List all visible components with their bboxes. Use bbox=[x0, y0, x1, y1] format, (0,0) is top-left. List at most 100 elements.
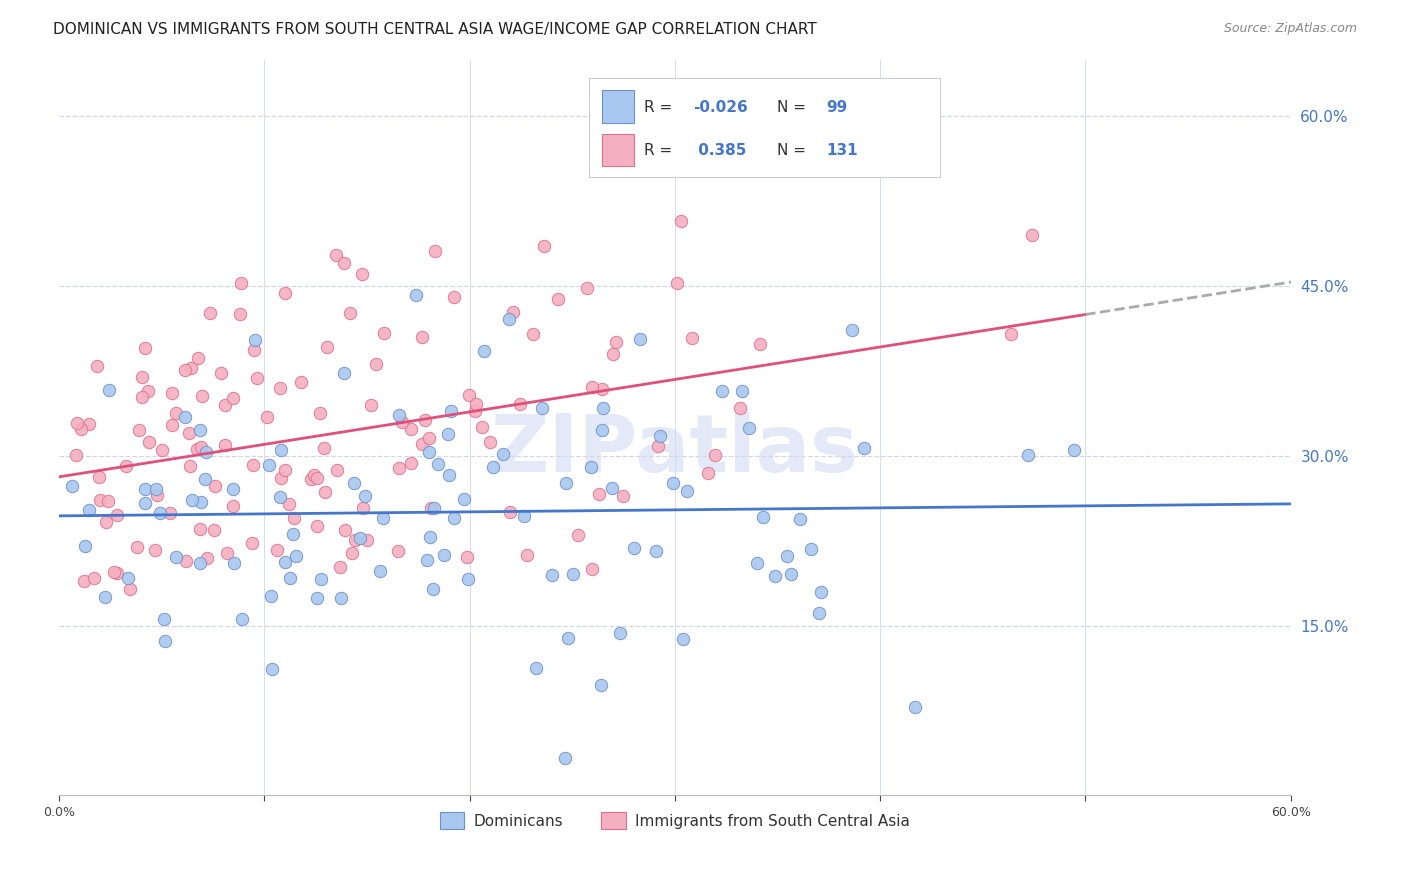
Point bbox=[134, 483, 156, 497]
Point bbox=[354, 489, 377, 503]
Point bbox=[190, 522, 212, 536]
Point bbox=[190, 495, 212, 509]
Point bbox=[418, 444, 440, 458]
Point bbox=[96, 515, 118, 529]
Point bbox=[349, 531, 371, 545]
Point bbox=[413, 413, 436, 427]
Point bbox=[177, 425, 200, 440]
Text: 99: 99 bbox=[827, 100, 848, 115]
Point bbox=[405, 288, 427, 302]
Point bbox=[229, 307, 252, 321]
Point bbox=[749, 336, 772, 351]
Point bbox=[575, 281, 598, 295]
Point bbox=[419, 501, 441, 516]
Point bbox=[222, 392, 245, 406]
Point bbox=[186, 442, 208, 457]
Point bbox=[533, 239, 555, 253]
Point bbox=[162, 417, 184, 432]
Text: R =: R = bbox=[644, 143, 678, 158]
Point bbox=[70, 421, 93, 435]
Point bbox=[120, 582, 142, 596]
Point bbox=[513, 508, 536, 523]
Point bbox=[728, 401, 751, 416]
Point bbox=[360, 398, 382, 412]
Point bbox=[160, 386, 183, 401]
Point bbox=[309, 406, 332, 420]
Point bbox=[136, 384, 159, 398]
Point bbox=[807, 606, 830, 620]
Text: ZIPatlas: ZIPatlas bbox=[491, 410, 859, 489]
Point bbox=[283, 510, 305, 524]
Point bbox=[1021, 227, 1043, 242]
Point bbox=[73, 574, 96, 588]
Point bbox=[443, 511, 465, 525]
Point bbox=[195, 551, 218, 566]
Point bbox=[214, 398, 236, 412]
Point bbox=[179, 458, 201, 473]
Point bbox=[522, 326, 544, 341]
Point bbox=[411, 436, 433, 450]
Point bbox=[350, 267, 373, 281]
Point bbox=[776, 549, 799, 563]
FancyBboxPatch shape bbox=[602, 90, 634, 123]
Point bbox=[335, 523, 357, 537]
Point bbox=[370, 564, 392, 578]
Point bbox=[472, 343, 495, 358]
Point bbox=[436, 427, 458, 442]
Point bbox=[259, 458, 281, 472]
Point bbox=[243, 333, 266, 347]
Point bbox=[423, 501, 446, 516]
Point bbox=[305, 471, 328, 485]
Text: N =: N = bbox=[778, 143, 811, 158]
Point bbox=[217, 546, 239, 560]
Point bbox=[329, 560, 352, 574]
Point bbox=[399, 422, 422, 436]
Point bbox=[278, 571, 301, 585]
Point bbox=[605, 335, 627, 350]
Point bbox=[672, 632, 695, 646]
Point bbox=[115, 458, 138, 473]
Point bbox=[841, 323, 863, 337]
Point bbox=[388, 408, 411, 422]
Point bbox=[125, 541, 148, 555]
Point bbox=[443, 290, 465, 304]
Point bbox=[83, 571, 105, 585]
Point bbox=[260, 662, 283, 676]
Point bbox=[453, 492, 475, 507]
Point bbox=[509, 396, 531, 410]
Point bbox=[416, 552, 439, 566]
Point bbox=[738, 421, 761, 435]
Point bbox=[457, 572, 479, 586]
Point bbox=[128, 423, 150, 437]
Point bbox=[411, 330, 433, 344]
Point bbox=[214, 438, 236, 452]
Point bbox=[270, 471, 292, 485]
Point bbox=[645, 543, 668, 558]
Point bbox=[66, 416, 89, 430]
Point bbox=[491, 447, 513, 461]
Point bbox=[274, 286, 297, 301]
Point bbox=[159, 506, 181, 520]
Point bbox=[589, 677, 612, 691]
Point bbox=[150, 442, 173, 457]
Point bbox=[198, 305, 221, 319]
Point bbox=[352, 500, 374, 515]
Point bbox=[165, 406, 187, 420]
Point bbox=[117, 571, 139, 585]
Point bbox=[325, 248, 347, 262]
Point bbox=[588, 487, 610, 501]
Point bbox=[87, 470, 110, 484]
Point bbox=[387, 544, 409, 558]
Point bbox=[1017, 448, 1039, 462]
Point bbox=[704, 449, 727, 463]
Point bbox=[65, 448, 87, 462]
Point bbox=[579, 460, 602, 475]
Point bbox=[581, 561, 603, 575]
Point bbox=[246, 371, 269, 385]
Point bbox=[628, 332, 651, 346]
Point bbox=[103, 565, 125, 579]
Point bbox=[222, 499, 245, 513]
Point bbox=[399, 456, 422, 470]
Point bbox=[600, 482, 623, 496]
Point bbox=[174, 363, 197, 377]
